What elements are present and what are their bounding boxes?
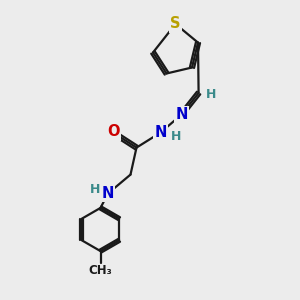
Text: N: N [175, 107, 188, 122]
Text: CH₃: CH₃ [88, 264, 112, 277]
Text: O: O [107, 124, 119, 140]
Text: H: H [90, 183, 100, 196]
Text: H: H [206, 88, 216, 101]
Text: N: N [102, 186, 114, 201]
Text: N: N [154, 125, 167, 140]
Text: S: S [170, 16, 181, 32]
Text: H: H [171, 130, 181, 143]
